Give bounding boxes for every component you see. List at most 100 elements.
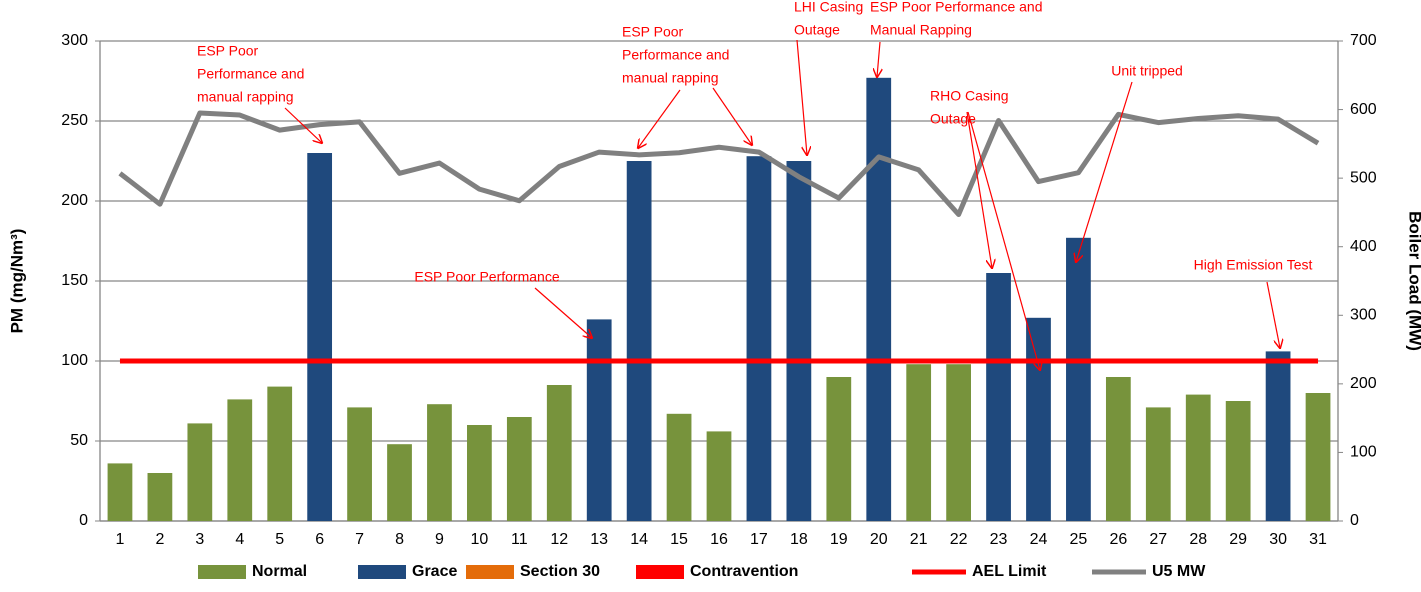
bar: [1145, 407, 1171, 521]
y-tick-label: 300: [61, 32, 88, 49]
bar: [546, 385, 572, 521]
x-tick-label: 21: [910, 531, 928, 548]
bar: [1265, 351, 1291, 521]
legend-swatch: [466, 565, 514, 579]
y-tick-label: 150: [61, 272, 88, 289]
x-tick-label: 4: [235, 531, 244, 548]
bar: [1185, 394, 1211, 521]
x-tick-label: 13: [590, 531, 608, 548]
bar: [1105, 377, 1131, 521]
legend-swatch: [358, 565, 406, 579]
legend-swatch: [636, 565, 684, 579]
annotation-arrow: [638, 89, 681, 148]
annotation-text: manual rapping: [622, 70, 719, 86]
y-tick-label: 250: [61, 112, 88, 129]
bar: [746, 156, 772, 521]
x-tick-label: 19: [830, 531, 848, 548]
annotation-text: ESP Poor Performance: [414, 269, 559, 285]
y-axis-label: PM (mg/Nm³): [7, 229, 26, 334]
y2-tick-label: 700: [1350, 32, 1377, 49]
x-tick-label: 7: [355, 531, 364, 548]
bar: [506, 417, 532, 521]
bar: [227, 399, 253, 521]
bar: [626, 161, 652, 521]
bar: [826, 377, 852, 521]
y2-tick-label: 500: [1350, 169, 1377, 186]
x-tick-label: 2: [155, 531, 164, 548]
bar: [1066, 237, 1091, 522]
bar: [187, 423, 213, 521]
x-tick-label: 18: [790, 531, 808, 548]
y2-tick-label: 300: [1350, 307, 1377, 324]
annotation-text: Performance and: [622, 47, 729, 63]
annotation-text: manual rapping: [197, 89, 294, 105]
annotation-arrow: [712, 87, 752, 145]
bar: [866, 77, 892, 522]
y2-tick-label: 400: [1350, 238, 1377, 255]
x-tick-label: 15: [670, 531, 688, 548]
legend-label: Grace: [412, 563, 457, 580]
bar: [307, 153, 333, 521]
x-tick-label: 8: [395, 531, 404, 548]
bar: [786, 161, 812, 521]
x-tick-label: 12: [550, 531, 568, 548]
x-tick-label: 1: [116, 531, 125, 548]
x-tick-label: 16: [710, 531, 728, 548]
bar: [906, 364, 932, 521]
bar: [586, 319, 612, 521]
x-tick-label: 25: [1070, 531, 1088, 548]
x-tick-label: 5: [275, 531, 284, 548]
x-tick-label: 24: [1030, 531, 1048, 548]
x-tick-label: 11: [511, 531, 528, 548]
bar: [1305, 393, 1331, 521]
y2-tick-label: 100: [1350, 444, 1377, 461]
x-tick-label: 20: [870, 531, 888, 548]
y2-tick-label: 600: [1350, 101, 1377, 118]
bar: [706, 431, 732, 521]
legend-label: AEL Limit: [972, 563, 1047, 580]
annotation-arrow: [1266, 281, 1280, 348]
annotation-text: Performance and: [197, 66, 304, 82]
annotation-text: Manual Rapping: [870, 22, 972, 38]
x-tick-label: 29: [1229, 531, 1247, 548]
x-tick-label: 9: [435, 531, 444, 548]
annotation-arrow: [877, 41, 880, 77]
annotation-text: ESP Poor: [622, 24, 684, 40]
line-series: [118, 110, 1320, 217]
annotation-arrow: [284, 107, 322, 143]
legend-label: U5 MW: [1152, 563, 1206, 580]
annotation-arrow: [534, 287, 592, 338]
y2-tick-label: 0: [1350, 512, 1359, 529]
bar: [427, 404, 452, 521]
legend-label: Normal: [252, 563, 307, 580]
x-tick-label: 28: [1189, 531, 1207, 548]
x-tick-label: 14: [630, 531, 648, 548]
bar: [467, 425, 492, 521]
x-tick-label: 27: [1149, 531, 1167, 548]
bar: [946, 364, 971, 521]
x-tick-label: 30: [1269, 531, 1287, 548]
annotation-text: Outage: [794, 22, 840, 38]
bar: [1026, 317, 1051, 521]
x-tick-label: 22: [950, 531, 968, 548]
x-tick-label: 23: [990, 531, 1008, 548]
y-tick-label: 0: [79, 512, 88, 529]
bar: [387, 444, 412, 521]
x-tick-label: 3: [195, 531, 204, 548]
x-tick-label: 10: [470, 531, 488, 548]
y-tick-label: 50: [70, 432, 88, 449]
annotation-text: Unit tripped: [1111, 63, 1183, 79]
annotation-arrow: [966, 111, 992, 268]
annotation-arrow: [796, 39, 807, 155]
x-tick-label: 31: [1309, 531, 1327, 548]
annotation-text: RHO Casing: [930, 88, 1009, 104]
y2-axis-label: Boiler Load (MW): [1406, 211, 1421, 351]
bar: [347, 407, 372, 521]
annotation-text: ESP Poor: [197, 43, 259, 59]
annotation-text: High Emission Test: [1194, 257, 1313, 273]
annotation-text: ESP Poor Performance and: [870, 0, 1043, 15]
y-tick-label: 200: [61, 192, 88, 209]
bar: [107, 463, 133, 521]
legend-swatch: [198, 565, 246, 579]
